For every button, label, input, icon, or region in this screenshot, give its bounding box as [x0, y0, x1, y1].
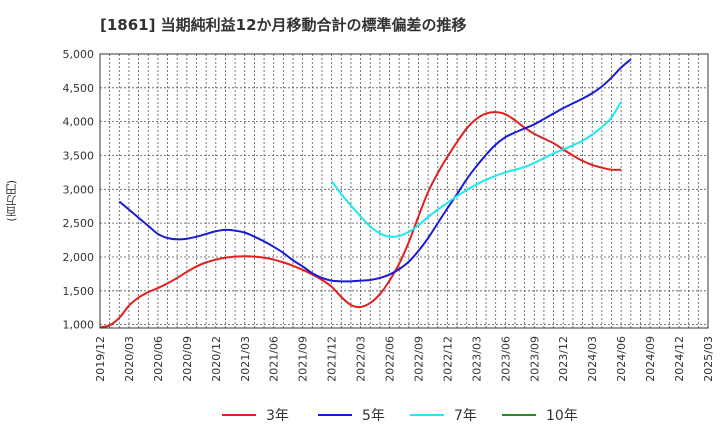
- legend-label: 5年: [362, 408, 385, 424]
- legend-label: 10年: [546, 408, 578, 424]
- y-tick-label: 2,000: [63, 251, 95, 264]
- x-tick-label: 2020/09: [181, 336, 194, 382]
- x-tick-label: 2023/12: [557, 336, 570, 382]
- x-tick-label: 2025/03: [702, 336, 715, 382]
- x-tick-label: 2023/06: [499, 336, 512, 382]
- x-tick-label: 2021/06: [268, 336, 281, 382]
- legend-swatch: [222, 414, 256, 416]
- y-tick-label: 4,500: [63, 82, 95, 95]
- x-tick-label: 2020/06: [152, 336, 165, 382]
- y-tick-label: 1,500: [63, 285, 95, 298]
- x-tick-label: 2022/03: [355, 336, 368, 382]
- legend-swatch: [318, 414, 352, 416]
- x-tick-labels: 2019/12 2020/03 2020/06 2020/09 2020/12 2021/…: [94, 336, 715, 382]
- legend-label: 3年: [266, 408, 289, 424]
- y-tick-label: 3,000: [63, 183, 95, 196]
- x-tick-label: 2020/03: [123, 336, 136, 382]
- grid-lines: [99, 53, 709, 328]
- x-tick-label: 2024/03: [586, 336, 599, 382]
- chart-title: [1861] 当期純利益12か月移動合計の標準偏差の推移: [100, 16, 467, 34]
- x-tick-label: 2020/12: [210, 336, 223, 382]
- x-tick-label: 2024/06: [615, 336, 628, 382]
- x-tick-label: 2021/12: [326, 336, 339, 382]
- x-tick-label: 2023/09: [528, 336, 541, 382]
- legend: 3年 5年 7年 10年: [0, 404, 720, 426]
- y-tick-label: 2,500: [63, 217, 95, 230]
- x-tick-label: 2024/09: [644, 336, 657, 382]
- y-tick-label: 5,000: [63, 48, 95, 61]
- x-tick-label: 2023/03: [470, 336, 483, 382]
- legend-swatch: [502, 414, 536, 416]
- x-tick-label: 2022/09: [412, 336, 425, 382]
- y-tick-label: 3,500: [63, 149, 95, 162]
- series-line-0: [99, 111, 622, 329]
- series-lines: [99, 58, 632, 329]
- series-line-1: [118, 58, 632, 283]
- y-tick-label: 1,000: [63, 319, 95, 332]
- plot-area-frame: [99, 53, 709, 329]
- series-line-2: [330, 100, 623, 238]
- legend-swatch: [410, 414, 444, 416]
- x-tick-label: 2019/12: [94, 336, 107, 382]
- x-tick-label: 2022/12: [441, 336, 454, 382]
- y-tick-label: 4,000: [63, 116, 95, 129]
- x-tick-label: 2022/06: [384, 336, 397, 382]
- x-tick-label: 2024/12: [673, 336, 686, 382]
- legend-label: 7年: [454, 408, 477, 424]
- x-tick-label: 2021/03: [239, 336, 252, 382]
- x-tick-label: 2021/09: [297, 336, 310, 382]
- y-tick-labels: 1,000 1,500 2,000 2,500 3,000 3,500 4,000 4,500…: [63, 48, 95, 332]
